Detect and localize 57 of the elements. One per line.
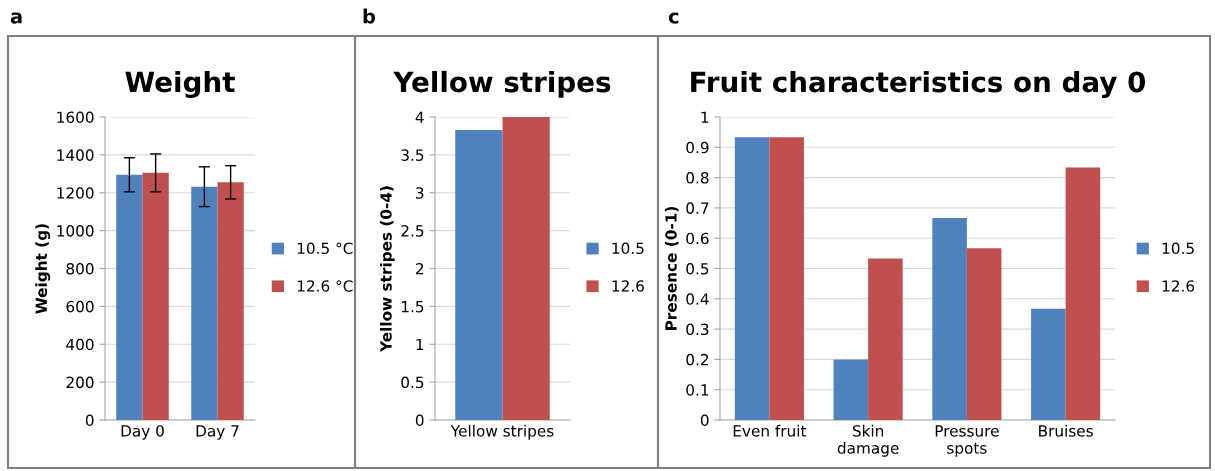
legend-label: 12.6 <box>612 280 644 292</box>
y-tick-label: 0.2 <box>686 353 709 366</box>
y-tick-label: 3 <box>416 187 424 199</box>
y-tick-label: 3.5 <box>401 149 424 161</box>
y-tick-label: 1.5 <box>401 301 424 313</box>
y-tick-label: 2.5 <box>401 225 424 237</box>
text: c <box>668 12 679 24</box>
y-tick-label: 0.9 <box>686 141 709 154</box>
chart-title: Fruit characteristics on day 0 <box>691 70 1146 98</box>
y-tick-label: 0 <box>85 414 94 427</box>
legend-label: 10.5 °C <box>297 242 353 255</box>
text: b <box>363 8 376 24</box>
x-tick-label: Bruises <box>1039 424 1093 437</box>
y-tick-label: 0.1 <box>686 384 709 396</box>
bar <box>1065 167 1101 420</box>
y-tick-label: 4 <box>415 111 424 123</box>
y-tick-label: 1000 <box>57 225 94 237</box>
bar <box>966 248 1002 420</box>
y-tick-label: 0.6 <box>686 232 709 245</box>
x-tick-label: Pressure spots <box>935 425 999 457</box>
legend-label: 10.5 <box>1162 242 1194 255</box>
y-axis-title: Presence (0-1) <box>664 206 679 330</box>
bar <box>1031 308 1066 420</box>
y-tick-label: 0.3 <box>686 323 709 336</box>
bar <box>769 137 804 420</box>
y-tick-label: 800 <box>66 262 94 275</box>
y-tick-label: 1400 <box>57 149 94 161</box>
legend-label: 12.6 <box>1162 280 1195 292</box>
y-tick-label: 0.5 <box>686 262 709 275</box>
y-tick-label: 0 <box>415 414 424 427</box>
bar <box>868 258 903 420</box>
bar <box>932 217 967 420</box>
y-axis-title: Weight (g) <box>35 224 51 314</box>
y-tick-label: 0 <box>700 414 709 427</box>
y-tick-label: 2 <box>415 262 424 275</box>
x-tick-label: Skin damage <box>837 424 899 457</box>
legend-label: 10.5 <box>612 242 644 255</box>
chart-title: Weight <box>125 70 235 98</box>
y-tick-label: 1 <box>416 338 424 351</box>
legend-label: 12.6 °C <box>297 280 353 292</box>
x-tick-label: Even fruit <box>733 424 807 437</box>
y-tick-label: 1200 <box>57 187 94 199</box>
y-tick-label: 600 <box>66 300 94 313</box>
y-tick-label: 0.7 <box>686 202 709 214</box>
y-tick-label: 0.8 <box>686 172 709 184</box>
y-tick-label: 0.5 <box>401 376 424 389</box>
y-axis-title: Yellow stripes (0-4) <box>379 186 395 353</box>
y-tick-label: 1 <box>701 111 709 123</box>
text: a <box>10 12 22 24</box>
bar <box>833 359 869 420</box>
x-tick-label: Day 0 <box>121 425 164 440</box>
y-tick-label: 1600 <box>57 111 94 124</box>
x-tick-label: Day 7 <box>196 425 239 440</box>
y-tick-label: 200 <box>66 376 94 389</box>
y-tick-label: 400 <box>66 338 94 351</box>
y-tick-label: 0.4 <box>686 293 709 305</box>
bar <box>734 137 770 420</box>
